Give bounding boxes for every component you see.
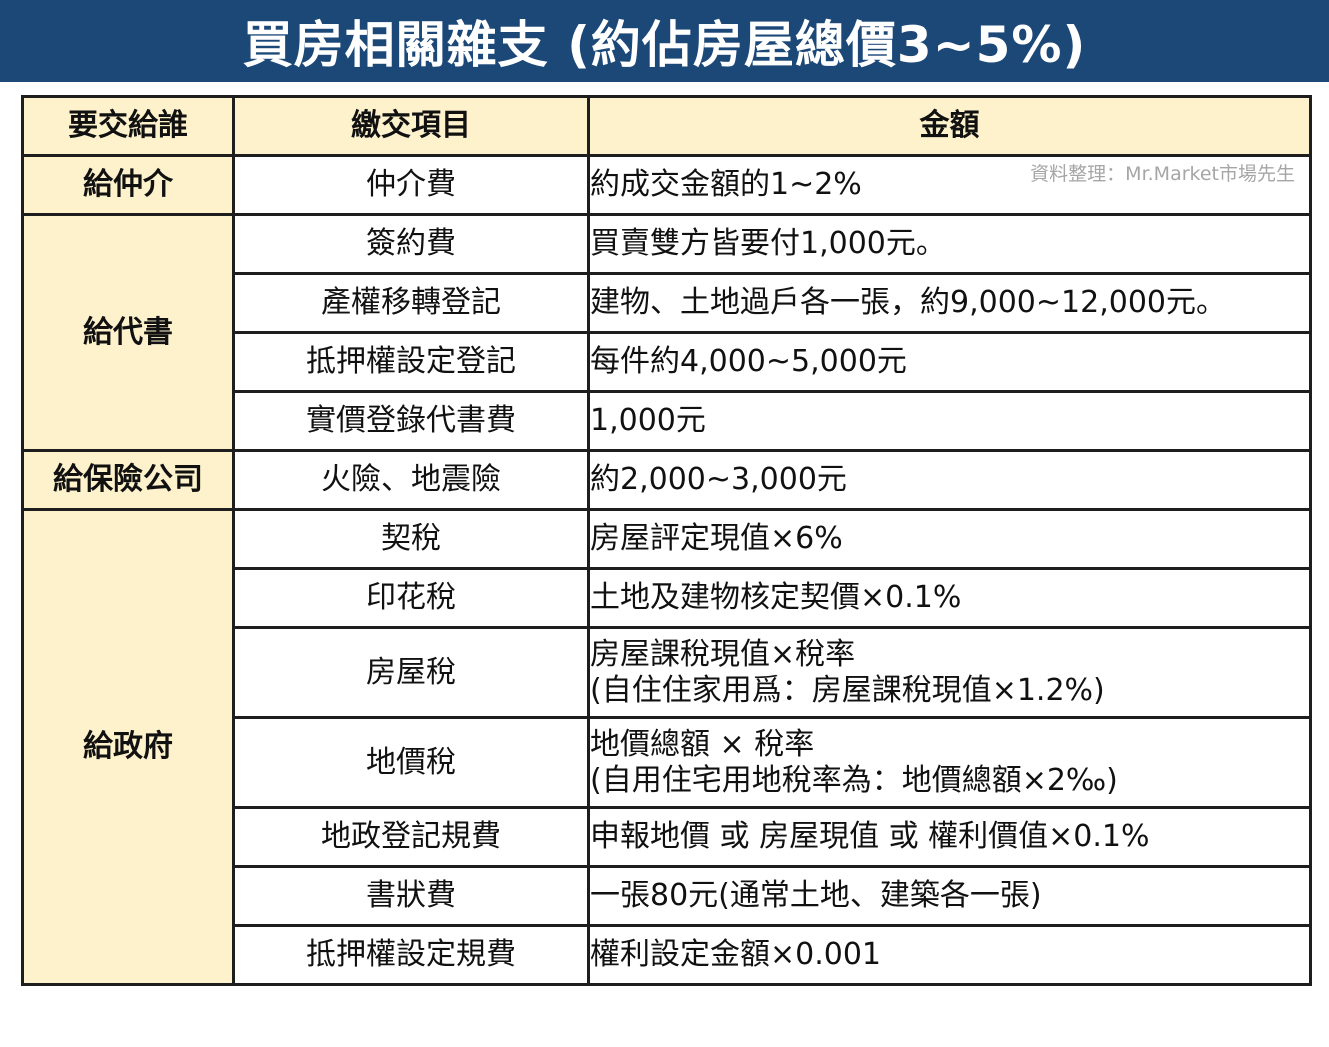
item-cell: 地政登記規費 — [232, 806, 590, 868]
header-payee: 要交給誰 — [21, 95, 235, 157]
item-cell: 抵押權設定規費 — [232, 924, 590, 986]
amount-cell: 買賣雙方皆要付1,000元。 — [587, 213, 1312, 275]
item-cell: 火險、地震險 — [232, 449, 590, 511]
payee-cell: 給代書 — [21, 213, 235, 452]
amount-line: (自住住家用爲：房屋課稅現值×1.2%) — [590, 672, 1105, 708]
table-row: 印花稅 土地及建物核定契價×0.1% — [23, 567, 1312, 629]
source-note: 資料整理：Mr.Market市場先生 — [1030, 163, 1295, 185]
payee-cell: 給政府 — [21, 508, 235, 986]
item-cell: 實價登錄代書費 — [232, 390, 590, 452]
item-cell: 抵押權設定登記 — [232, 331, 590, 393]
amount-cell: 約2,000~3,000元 — [587, 449, 1312, 511]
item-cell: 印花稅 — [232, 567, 590, 629]
table-row: 抵押權設定規費 權利設定金額×0.001 — [23, 924, 1312, 986]
payee-cell: 給保險公司 — [21, 449, 235, 511]
table-row: 產權移轉登記 建物、土地過戶各一張，約9,000~12,000元。 — [23, 272, 1312, 334]
item-cell: 房屋稅 — [232, 626, 590, 719]
item-cell: 簽約費 — [232, 213, 590, 275]
amount-cell: 權利設定金額×0.001 — [587, 924, 1312, 986]
amount-cell: 申報地價 或 房屋現值 或 權利價值×0.1% — [587, 806, 1312, 868]
item-cell: 地價稅 — [232, 716, 590, 809]
table-row: 給代書 簽約費 買賣雙方皆要付1,000元。 — [21, 213, 1312, 452]
table-row: 給保險公司 火險、地震險 約2,000~3,000元 — [21, 449, 1312, 511]
table-row: 地政登記規費 申報地價 或 房屋現值 或 權利價值×0.1% — [23, 806, 1312, 868]
amount-cell: 約成交金額的1~2% 資料整理：Mr.Market市場先生 — [587, 154, 1312, 216]
item-cell: 契稅 — [232, 508, 590, 570]
header-amount: 金額 — [587, 95, 1312, 157]
amount-cell: 地價總額 × 稅率 (自用住宅用地稅率為：地價總額×2‰) — [587, 716, 1312, 809]
amount-line: (自用住宅用地稅率為：地價總額×2‰) — [590, 762, 1118, 798]
payee-cell: 給仲介 — [21, 154, 235, 216]
table-row: 給仲介 仲介費 約成交金額的1~2% 資料整理：Mr.Market市場先生 — [21, 154, 1312, 216]
amount-cell: 建物、土地過戶各一張，約9,000~12,000元。 — [587, 272, 1312, 334]
table-row: 地價稅 地價總額 × 稅率 (自用住宅用地稅率為：地價總額×2‰) — [23, 716, 1312, 809]
table-row: 給政府 契稅 房屋評定現值×6% — [21, 508, 1312, 986]
table-row: 抵押權設定登記 每件約4,000~5,000元 — [23, 331, 1312, 393]
amount-cell: 每件約4,000~5,000元 — [587, 331, 1312, 393]
table-row: 房屋稅 房屋課稅現值×稅率 (自住住家用爲：房屋課稅現值×1.2%) — [23, 626, 1312, 719]
header-item: 繳交項目 — [232, 95, 590, 157]
amount-cell: 房屋評定現值×6% — [587, 508, 1312, 570]
table-row: 書狀費 一張80元(通常土地、建築各一張) — [23, 865, 1312, 927]
amount-line: 房屋課稅現值×稅率 — [590, 636, 856, 672]
item-cell: 仲介費 — [232, 154, 590, 216]
amount-cell: 一張80元(通常土地、建築各一張) — [587, 865, 1312, 927]
item-cell: 產權移轉登記 — [232, 272, 590, 334]
table-header-row: 要交給誰 繳交項目 金額 — [21, 95, 1312, 157]
page-title: 買房相關雜支 (約佔房屋總價3~5%) — [242, 16, 1087, 74]
amount-text: 約成交金額的1~2% — [590, 167, 862, 202]
amount-line: 地價總額 × 稅率 — [590, 726, 815, 762]
amount-cell: 土地及建物核定契價×0.1% — [587, 567, 1312, 629]
fees-table: 要交給誰 繳交項目 金額 給仲介 仲介費 約成交金額的1~2% 資料整理：Mr.… — [21, 95, 1312, 986]
title-banner: 買房相關雜支 (約佔房屋總價3~5%) — [0, 0, 1329, 82]
amount-cell: 1,000元 — [587, 390, 1312, 452]
item-cell: 書狀費 — [232, 865, 590, 927]
amount-cell: 房屋課稅現值×稅率 (自住住家用爲：房屋課稅現值×1.2%) — [587, 626, 1312, 719]
table-row: 實價登錄代書費 1,000元 — [23, 390, 1312, 452]
